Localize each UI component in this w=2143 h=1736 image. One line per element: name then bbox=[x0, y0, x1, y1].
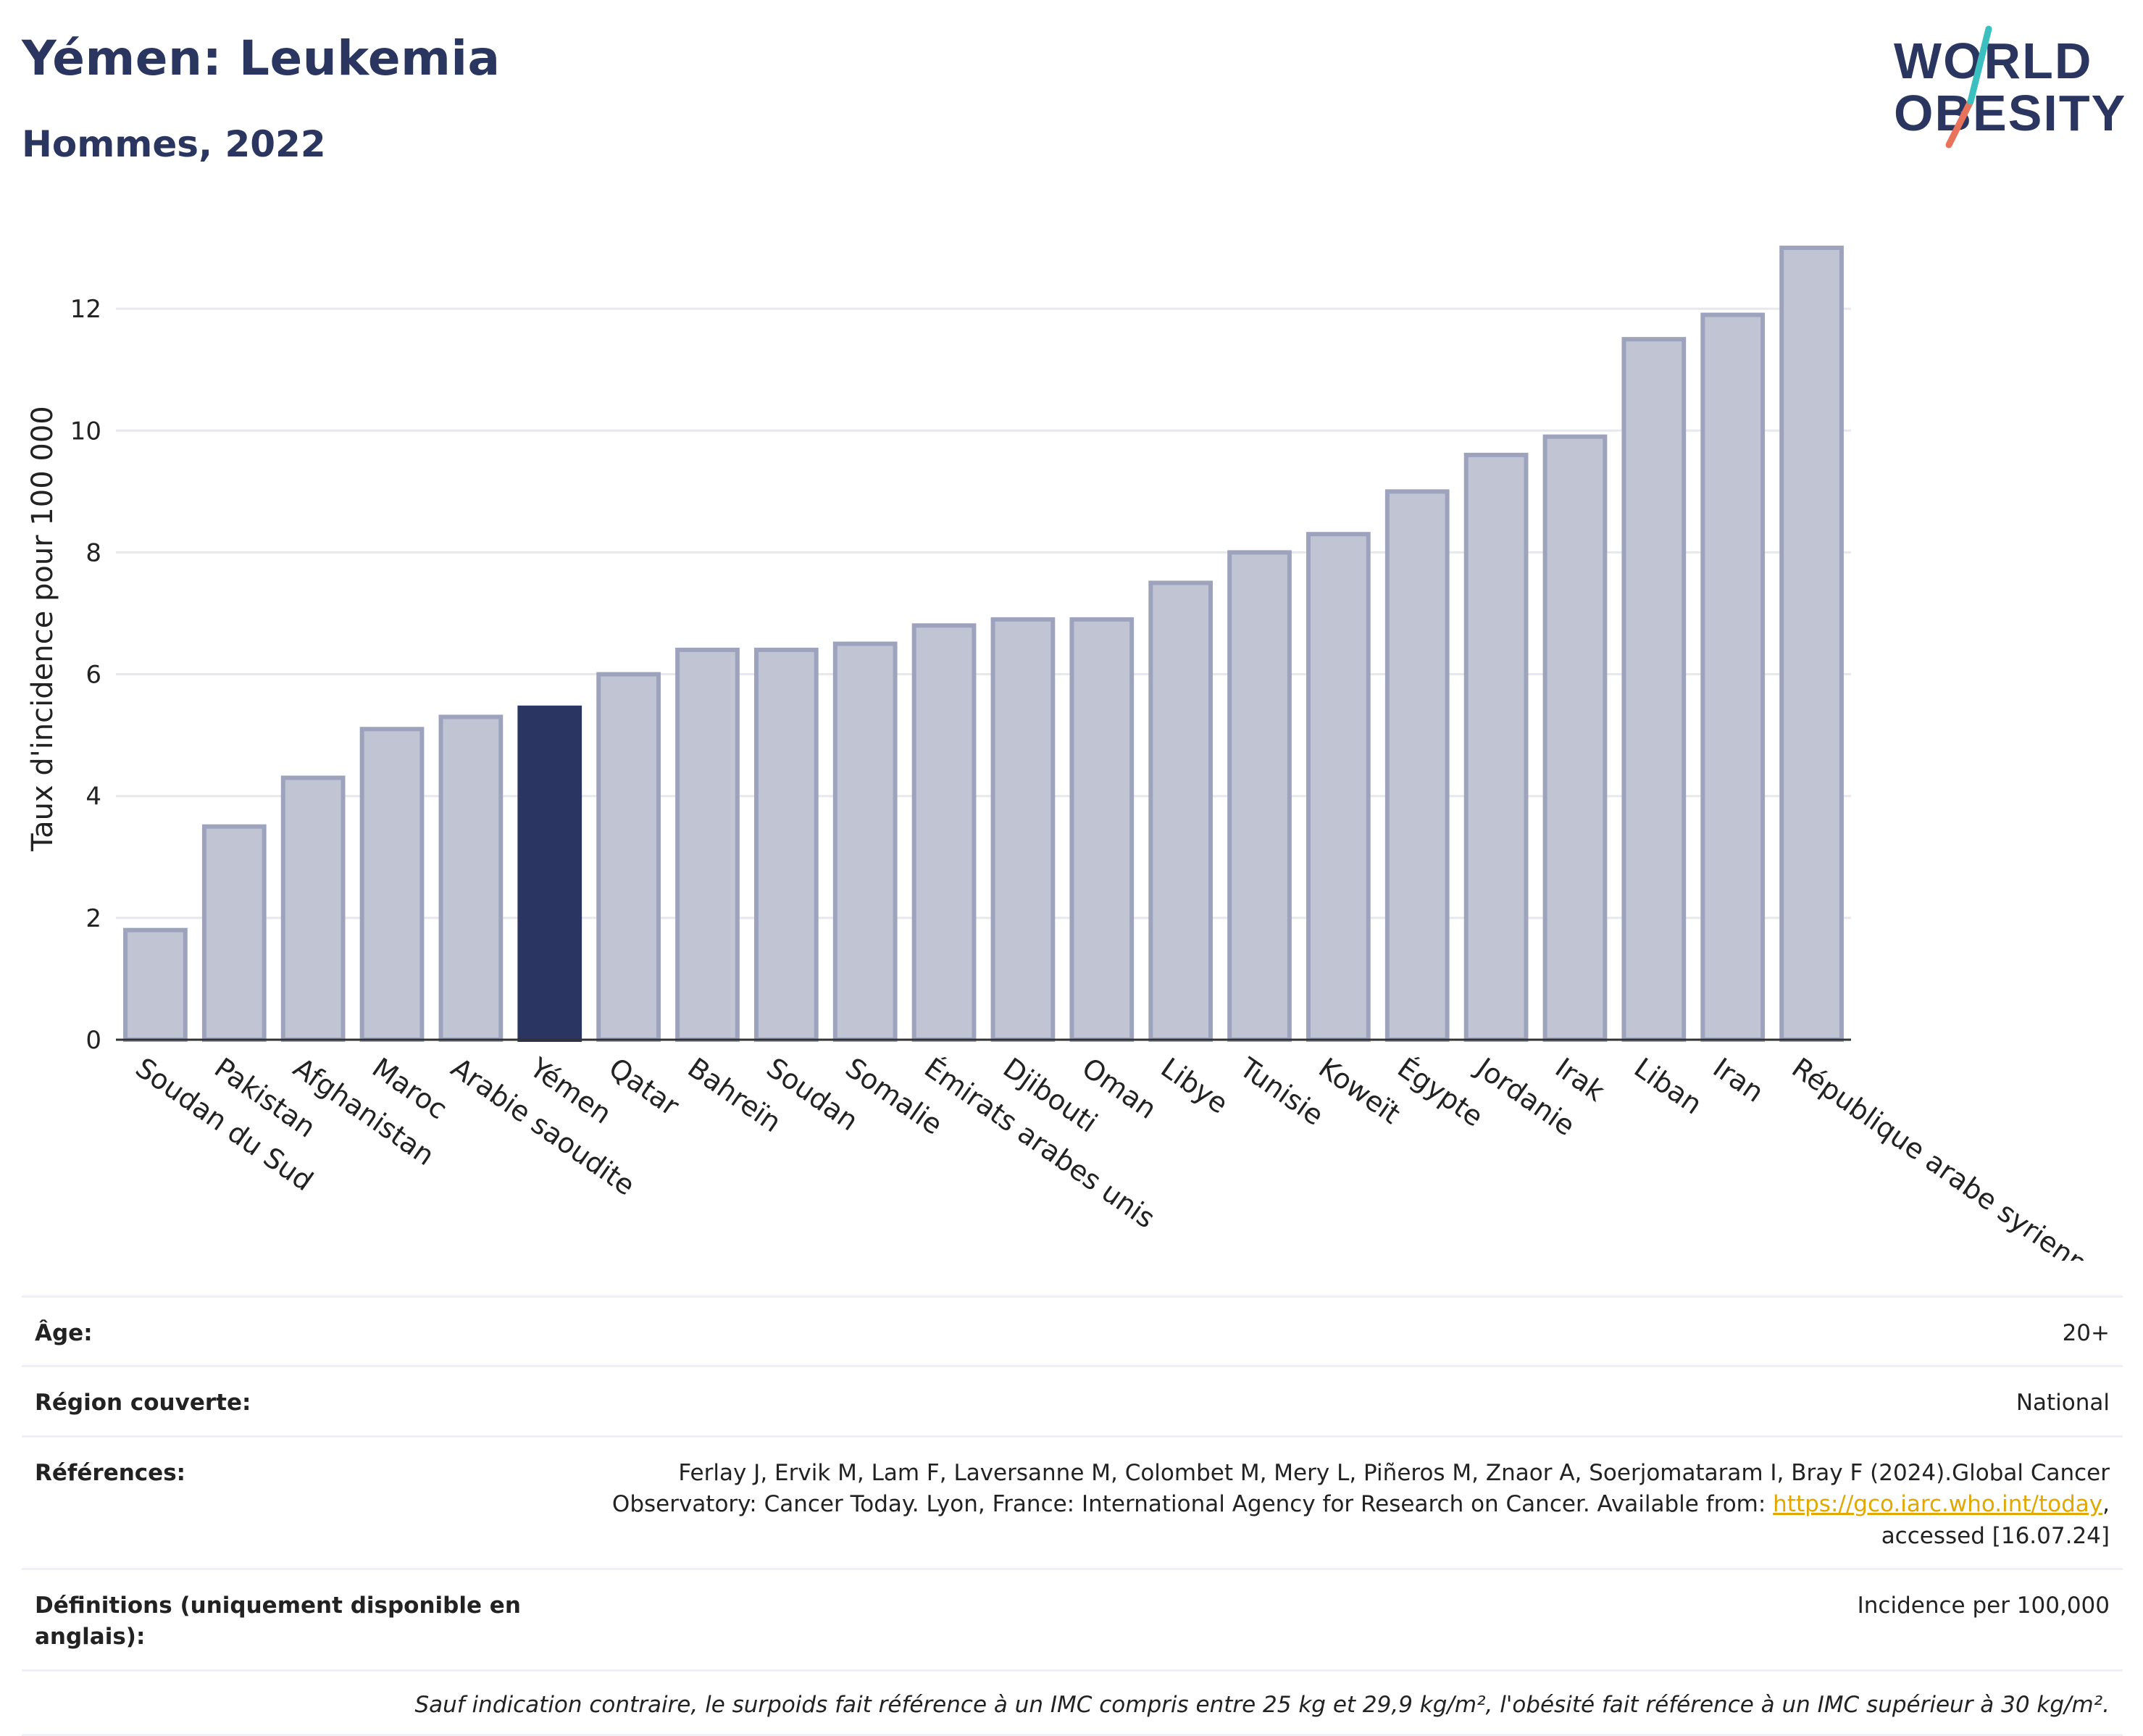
bar-Égypte bbox=[1384, 489, 1450, 1043]
x-tick-label: Libye bbox=[1155, 1051, 1234, 1119]
y-tick-label: 12 bbox=[70, 295, 101, 324]
bar-Irak bbox=[1542, 434, 1608, 1042]
y-tick-labels: 0 2 4 6 8 10 12 bbox=[70, 295, 101, 1055]
bar-chart: 0 2 4 6 8 10 12 Soudan du SudPakistanAfghanist… bbox=[26, 246, 2108, 1261]
definitions-label: Définitions (uniquement disponible en an… bbox=[35, 1592, 521, 1651]
references-link[interactable]: https://gco.iarc.who.int/today bbox=[1773, 1491, 2103, 1518]
y-tick-label: 4 bbox=[85, 783, 101, 811]
x-tick-label: Iran bbox=[1708, 1051, 1770, 1109]
y-tick-label: 8 bbox=[85, 538, 101, 567]
bar-Soudan bbox=[753, 647, 819, 1042]
definitions-value: Incidence per 100,000 bbox=[1857, 1592, 2110, 1619]
bar-Afghanistan bbox=[280, 775, 346, 1043]
references-text: Ferlay J, Ervik M, Lam F, Laversanne M, … bbox=[611, 1459, 2110, 1518]
info-row-age: Âge: 20+ bbox=[22, 1295, 2123, 1365]
bar-Koweït bbox=[1306, 532, 1371, 1042]
bar-Oman bbox=[1069, 617, 1135, 1042]
x-tick-label: Irak bbox=[1550, 1051, 1611, 1107]
bar-Jordanie bbox=[1463, 452, 1529, 1042]
bar-Liban bbox=[1621, 337, 1687, 1043]
y-tick-label: 6 bbox=[85, 661, 101, 690]
bar-Émirats arabes unis bbox=[911, 623, 977, 1042]
logo-line1: WORLD bbox=[1894, 33, 2092, 89]
bar-Soudan du Sud bbox=[123, 927, 188, 1043]
x-tick-label: Koweït bbox=[1313, 1051, 1406, 1130]
footnote: Sauf indication contraire, le surpoids f… bbox=[414, 1691, 2110, 1718]
references-value: Ferlay J, Ervik M, Lam F, Laversanne M, … bbox=[588, 1458, 2110, 1552]
info-table: Âge: 20+ Région couverte: National Référ… bbox=[22, 1295, 2123, 1736]
bar-Pakistan bbox=[201, 824, 267, 1042]
bar-Arabie saoudite bbox=[438, 714, 504, 1042]
age-label: Âge: bbox=[35, 1320, 93, 1346]
world-obesity-logo: WORLD OBESITY bbox=[1894, 25, 2126, 149]
logo-line2: OBESITY bbox=[1894, 85, 2126, 141]
bar-République arabe syrienne bbox=[1779, 246, 1844, 1043]
info-row-footnote: Sauf indication contraire, le surpoids f… bbox=[22, 1669, 2123, 1736]
y-tick-label: 2 bbox=[85, 904, 101, 933]
info-row-region: Région couverte: National bbox=[22, 1365, 2123, 1435]
x-tick-label: Tunisie bbox=[1234, 1051, 1329, 1132]
logo-slash-red bbox=[1945, 98, 1974, 149]
x-tick-label: République arabe syrienne bbox=[1786, 1051, 2107, 1261]
x-tick-label: Égypte bbox=[1392, 1051, 1489, 1132]
references-accessed: , accessed [16.07.24] bbox=[1881, 1491, 2110, 1549]
region-label: Région couverte: bbox=[35, 1390, 251, 1416]
y-axis-label: Taux d'incidence pour 100 000 bbox=[26, 406, 59, 851]
info-row-definitions: Définitions (uniquement disponible en an… bbox=[22, 1567, 2123, 1669]
references-label: Références: bbox=[35, 1459, 186, 1486]
x-tick-label: Liban bbox=[1629, 1051, 1708, 1120]
y-tick-label: 0 bbox=[85, 1026, 101, 1055]
bar-Iran bbox=[1700, 312, 1766, 1043]
bar-Yémen bbox=[517, 705, 582, 1043]
bars bbox=[123, 246, 1844, 1043]
bar-Maroc bbox=[359, 727, 425, 1042]
info-row-references: Références: Ferlay J, Ervik M, Lam F, La… bbox=[22, 1435, 2123, 1568]
bar-Somalie bbox=[832, 641, 898, 1042]
x-tick-label: Qatar bbox=[603, 1051, 685, 1122]
bar-Libye bbox=[1148, 580, 1213, 1042]
bar-Djibouti bbox=[990, 617, 1056, 1042]
bar-Qatar bbox=[596, 672, 661, 1042]
x-tick-labels: Soudan du SudPakistanAfghanistanMarocAra… bbox=[130, 1051, 2107, 1261]
logo-slash-teal bbox=[1967, 25, 1992, 105]
chart-subtitle: Hommes, 2022 bbox=[22, 123, 326, 165]
chart-title: Yémen: Leukemia bbox=[22, 30, 501, 86]
y-tick-label: 10 bbox=[70, 417, 101, 446]
bar-Bahreïn bbox=[675, 647, 740, 1042]
age-value: 20+ bbox=[2062, 1320, 2110, 1346]
bar-Tunisie bbox=[1227, 550, 1292, 1042]
region-value: National bbox=[2015, 1390, 2110, 1416]
